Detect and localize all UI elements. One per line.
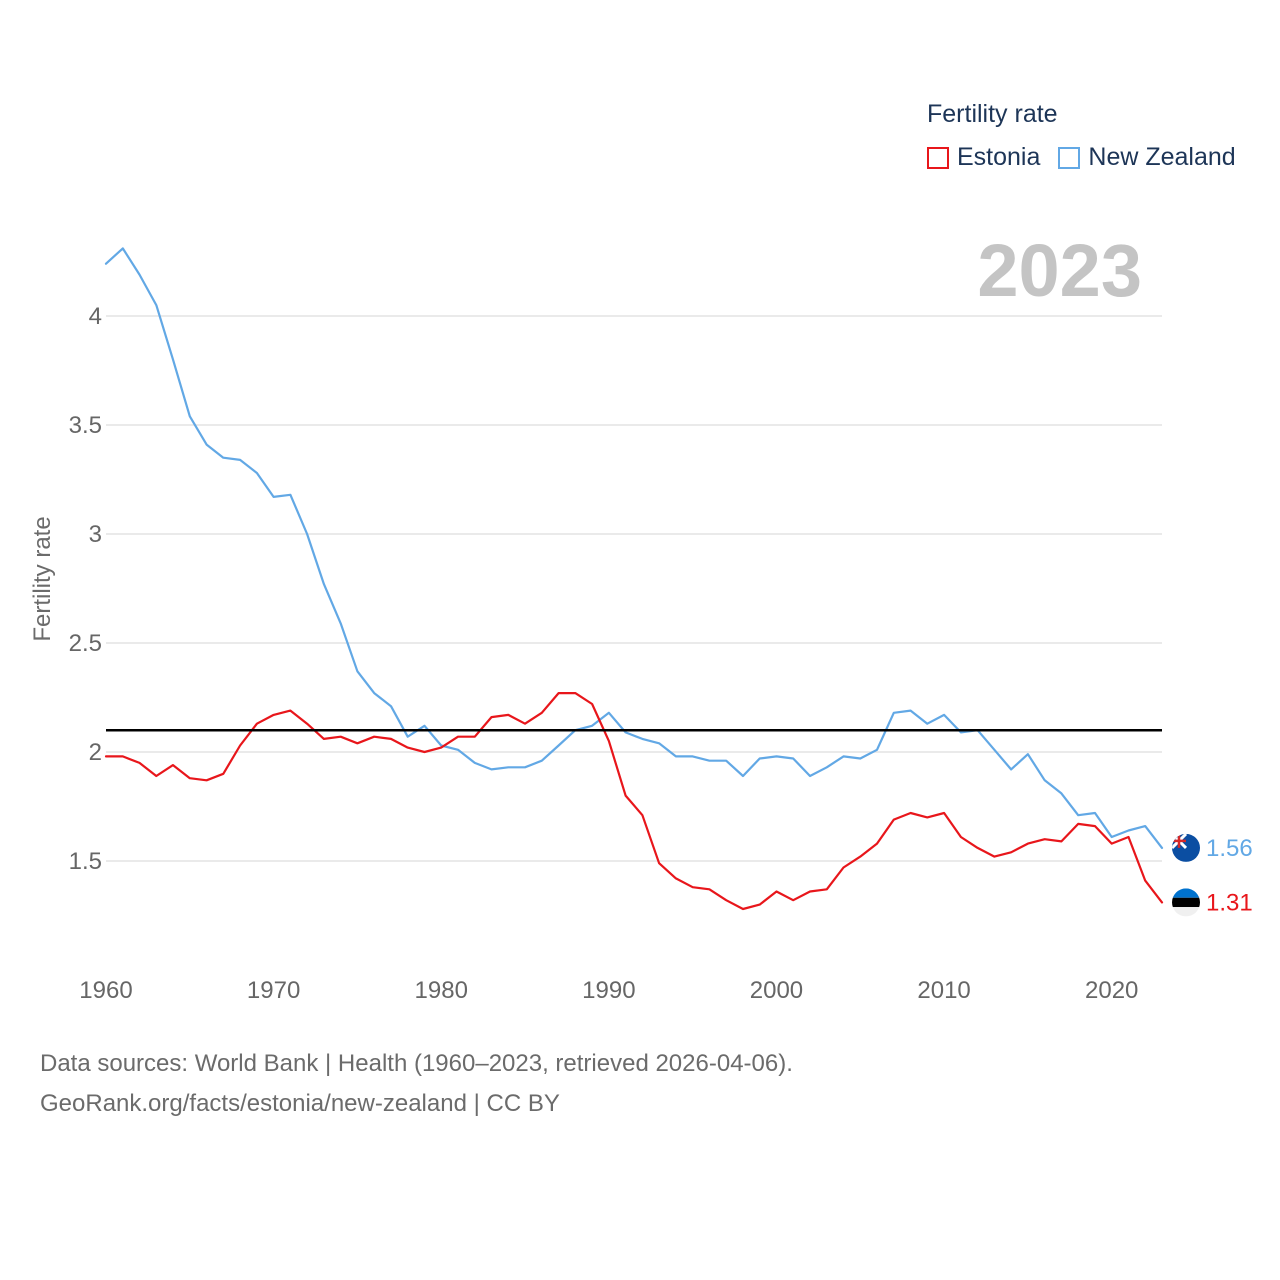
legend-label-new-zealand: New Zealand (1088, 143, 1236, 171)
source-line-2[interactable]: GeoRank.org/facts/estonia/new-zealand | … (40, 1090, 560, 1117)
x-tick-label: 2010 (917, 977, 970, 1004)
legend-swatch-new-zealand (1058, 146, 1081, 169)
y-tick-label: 2.5 (69, 630, 102, 657)
legend-swatch-estonia (927, 146, 949, 169)
gridlines (106, 315, 1162, 862)
y-axis-label: Fertility rate (29, 516, 56, 641)
x-tick-label: 2020 (1085, 977, 1138, 1004)
y-tick-label: 3.5 (69, 412, 102, 439)
end-label-estonia: 1.31 (1206, 889, 1253, 916)
y-tick-label: 4 (89, 303, 102, 330)
y-tick-label: 3 (89, 521, 102, 548)
legend-title: Fertility rate (927, 100, 1058, 128)
x-tick-label: 1990 (582, 977, 635, 1004)
legend: Estonia New Zealand (927, 143, 1254, 172)
x-tick-label: 1980 (415, 977, 468, 1004)
end-marker-new-zealand (1172, 833, 1200, 862)
y-axis-ticks: 1.5 2 2.5 3 3.5 4 (69, 303, 102, 875)
year-label: 2023 (977, 229, 1142, 312)
legend-item-new-zealand[interactable]: New Zealand (1058, 143, 1236, 172)
legend-item-estonia[interactable]: Estonia (927, 143, 1040, 172)
x-tick-label: 1970 (247, 977, 300, 1004)
series-line-new-zealand[interactable] (104, 247, 1164, 850)
y-tick-label: 2 (89, 739, 102, 766)
source-line-1: Data sources: World Bank | Health (1960–… (40, 1050, 793, 1077)
end-marker-estonia (1172, 888, 1200, 917)
x-tick-label: 1960 (79, 977, 132, 1004)
end-markers: 1.31 1.56 (1172, 833, 1253, 917)
x-axis-ticks: 1960 1970 1980 1990 2000 2010 2020 (79, 977, 1138, 1004)
series-lines (104, 247, 1164, 911)
x-tick-label: 2000 (750, 977, 803, 1004)
source-note: Data sources: World Bank | Health (1960–… (40, 1044, 793, 1124)
series-line-estonia[interactable] (104, 691, 1164, 911)
end-label-new-zealand: 1.56 (1206, 835, 1253, 862)
y-tick-label: 1.5 (69, 848, 102, 875)
legend-label-estonia: Estonia (957, 143, 1041, 171)
